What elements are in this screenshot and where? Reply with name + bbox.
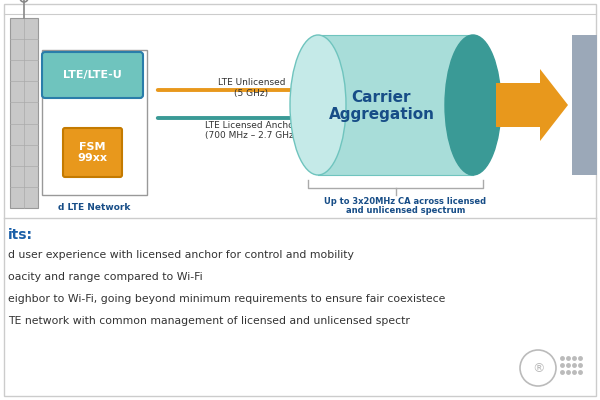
Text: Aggregation: Aggregation xyxy=(329,108,434,122)
Ellipse shape xyxy=(290,35,346,175)
Text: Carrier: Carrier xyxy=(352,90,411,106)
Text: FSM
99xx: FSM 99xx xyxy=(77,142,107,163)
FancyBboxPatch shape xyxy=(63,128,122,177)
Ellipse shape xyxy=(445,35,501,175)
Text: and unlicensed spectrum: and unlicensed spectrum xyxy=(346,206,465,215)
FancyBboxPatch shape xyxy=(572,35,597,175)
Polygon shape xyxy=(496,69,568,141)
Text: (5 GHz): (5 GHz) xyxy=(235,89,269,98)
Text: LTE/LTE-U: LTE/LTE-U xyxy=(63,70,122,80)
Text: (700 MHz – 2.7 GHz): (700 MHz – 2.7 GHz) xyxy=(205,131,298,140)
FancyBboxPatch shape xyxy=(10,18,38,208)
Text: LTE Licensed Anchor: LTE Licensed Anchor xyxy=(205,121,298,130)
Text: TE network with common management of licensed and unlicensed spectr​: TE network with common management of lic… xyxy=(8,316,410,326)
Text: LTE Unlicensed: LTE Unlicensed xyxy=(218,78,285,87)
Text: ®: ® xyxy=(532,362,544,376)
FancyBboxPatch shape xyxy=(42,52,143,98)
Text: Up to 3x20MHz CA across licensed: Up to 3x20MHz CA across licensed xyxy=(325,197,487,206)
Text: d user experience with licensed anchor for control and mobility: d user experience with licensed anchor f… xyxy=(8,250,354,260)
Text: d LTE Network: d LTE Network xyxy=(58,203,131,212)
Text: oacity and range compared to Wi-Fi: oacity and range compared to Wi-Fi xyxy=(8,272,203,282)
Text: its:: its: xyxy=(8,228,33,242)
Text: eighbor to Wi-Fi, going beyond minimum requirements to ensure fair coexiste​ce: eighbor to Wi-Fi, going beyond minimum r… xyxy=(8,294,445,304)
FancyBboxPatch shape xyxy=(4,4,596,396)
Polygon shape xyxy=(318,35,473,175)
